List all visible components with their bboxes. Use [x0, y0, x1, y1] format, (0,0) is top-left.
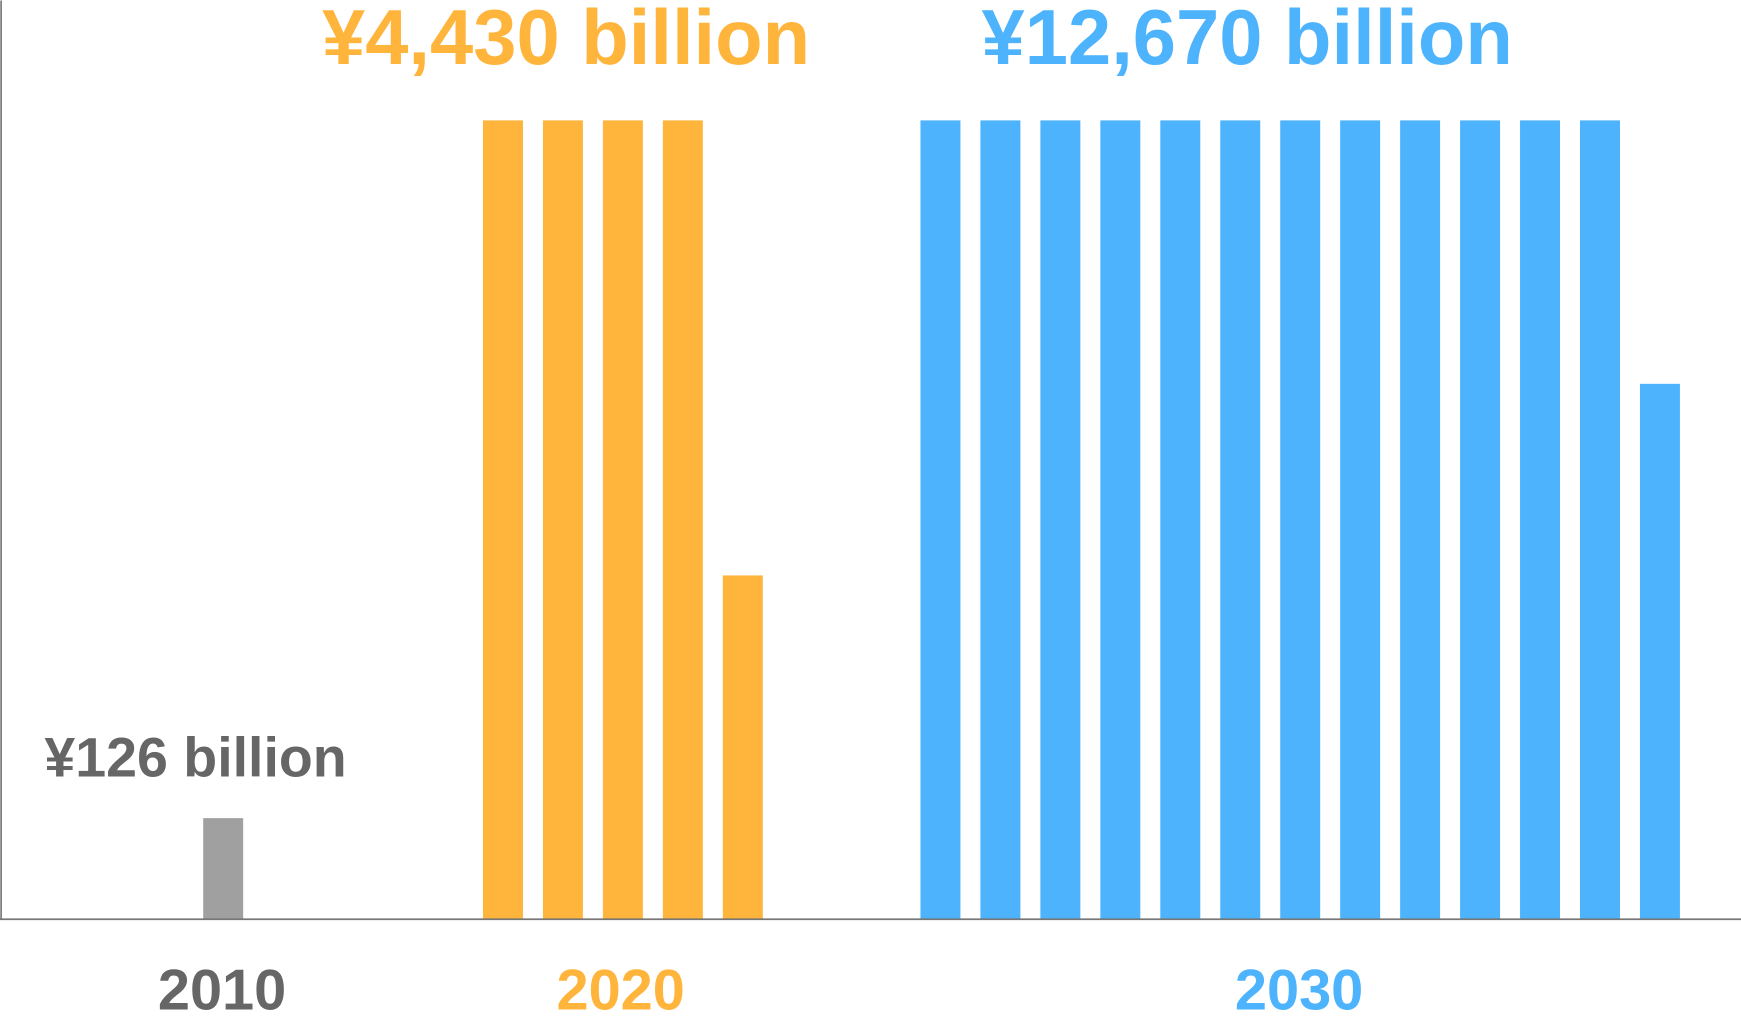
bar-2030-13 [1639, 383, 1680, 919]
bar-2010-1 [203, 818, 244, 919]
bar-2030-9 [1400, 120, 1441, 919]
bar-2020-2 [542, 120, 583, 919]
bar-2030-1 [920, 120, 961, 919]
bar-2020-1 [482, 120, 523, 919]
bar-2030-4 [1100, 120, 1141, 919]
value-label-2020: ¥4,430 billion [322, 0, 810, 81]
value-label-2010: ¥126 billion [44, 727, 346, 789]
bar-2030-2 [980, 120, 1021, 919]
bar-2030-8 [1340, 120, 1381, 919]
bar-2020-3 [602, 120, 643, 919]
category-label-2010: 2010 [158, 959, 286, 1018]
bar-2030-10 [1460, 120, 1501, 919]
bar-2030-6 [1220, 120, 1261, 919]
category-label-2030: 2030 [1235, 959, 1363, 1018]
bar-2020-4 [662, 120, 703, 919]
bar-2030-12 [1580, 120, 1620, 919]
bar-2030-3 [1040, 120, 1081, 919]
bar-2020-5 [722, 575, 763, 919]
bar-2030-5 [1160, 120, 1201, 919]
bar-2030-7 [1280, 120, 1321, 919]
bar-2030-11 [1520, 120, 1561, 919]
category-label-2020: 2020 [556, 959, 684, 1018]
value-label-2030: ¥12,670 billion [982, 0, 1513, 81]
